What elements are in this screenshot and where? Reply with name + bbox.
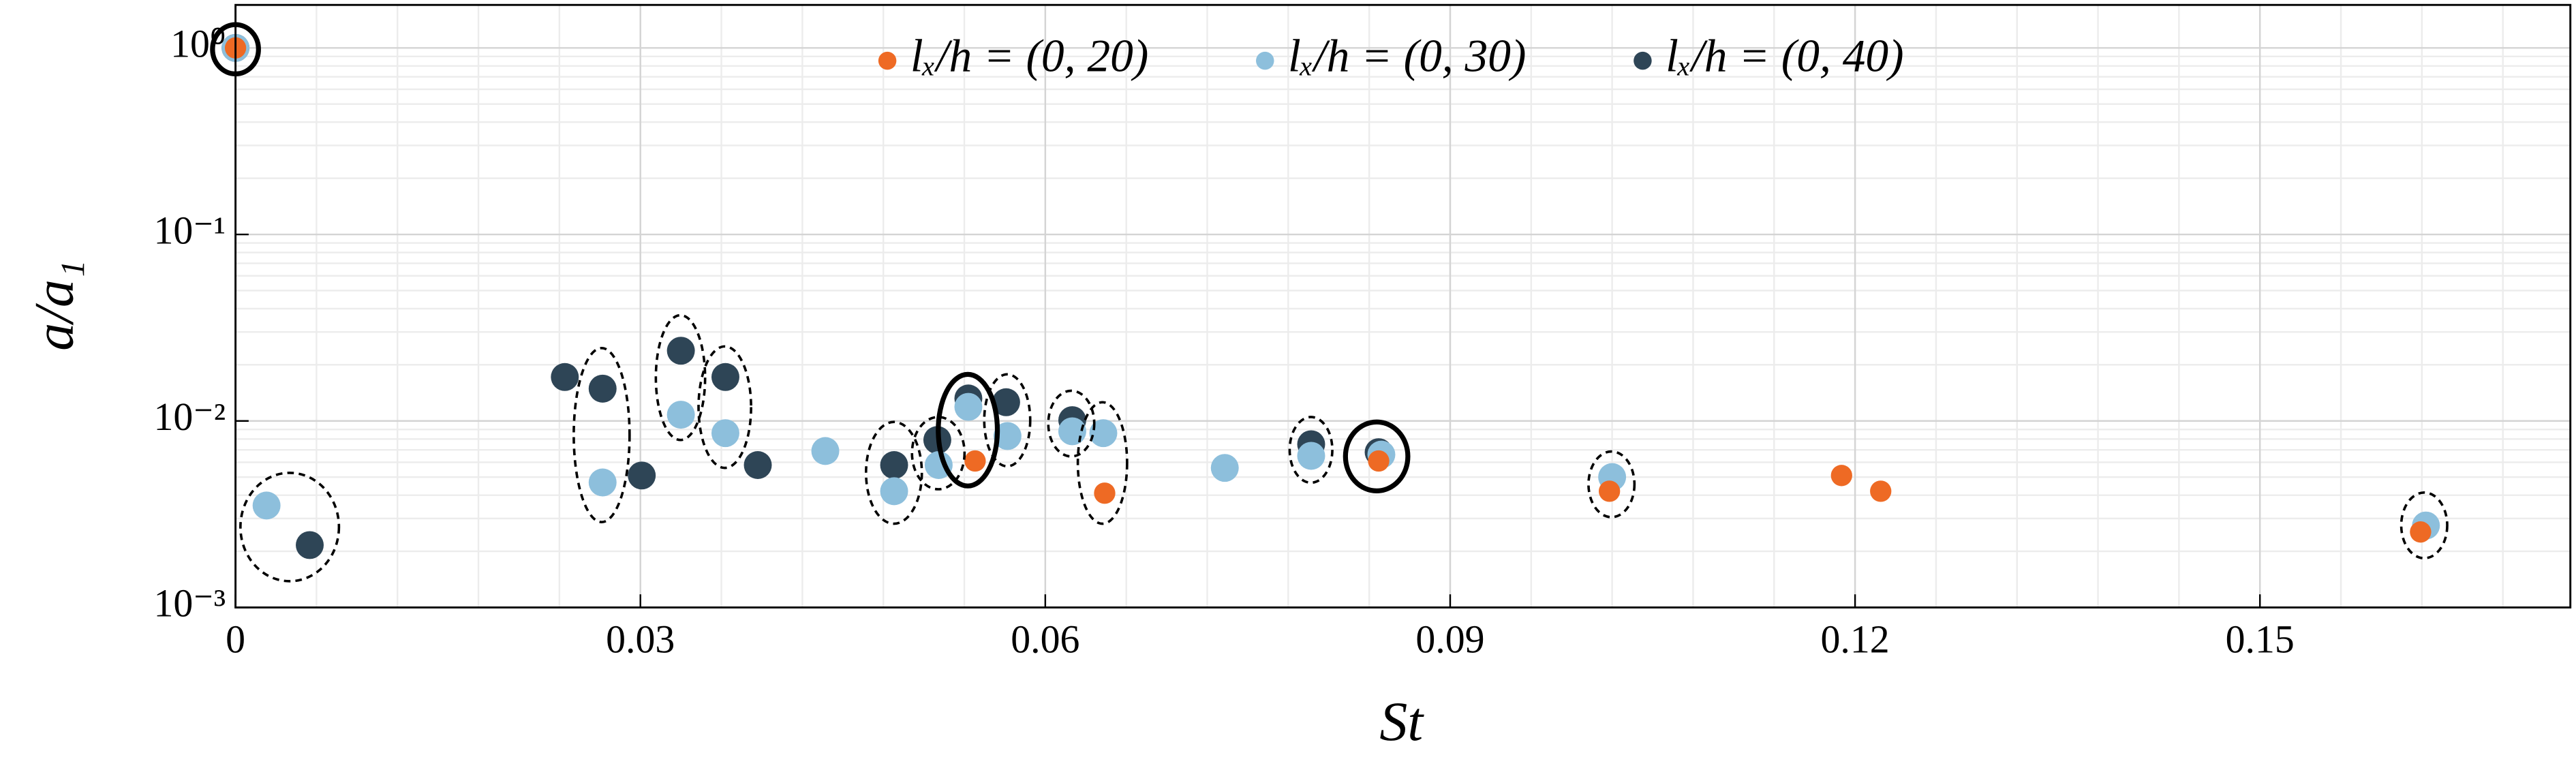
marks: [221, 33, 2440, 559]
legend: lₓ/h = (0, 20) lₓ/h = (0, 30) lₓ/h = (0, 4…: [878, 31, 1904, 82]
group-ellipse: [1288, 416, 1334, 484]
data-point: [1830, 465, 1852, 487]
data-point: [1210, 454, 1239, 482]
legend-marker: [1256, 51, 1274, 70]
legend-label: lₓ/h = (0, 40): [1666, 31, 1903, 82]
y-tick-label: 10⁻³: [153, 581, 226, 626]
x-tick-label: 0.06: [1011, 617, 1079, 662]
group-ellipse: [239, 472, 341, 583]
data-point: [252, 491, 281, 520]
data-point: [1094, 482, 1116, 504]
data-point: [628, 461, 656, 490]
group-ellipse: [654, 313, 707, 442]
grid: [234, 5, 2571, 609]
data-point: [588, 468, 617, 497]
data-point: [1058, 417, 1086, 446]
data-point: [588, 374, 617, 403]
data-point: [1368, 450, 1390, 472]
data-point: [811, 437, 840, 465]
x-axis-label: St: [1379, 690, 1424, 752]
data-point: [992, 388, 1020, 416]
data-point: [954, 392, 983, 421]
group-ellipse: [1076, 401, 1129, 525]
data-point: [551, 363, 579, 391]
group-ellipse: [864, 420, 923, 525]
data-point: [711, 419, 739, 448]
data-point: [1599, 480, 1621, 502]
x-tick-label: 0.12: [1821, 617, 1890, 662]
highlight-ellipse: [1343, 419, 1411, 494]
legend-marker: [878, 51, 897, 70]
group-ellipse: [1587, 450, 1636, 519]
x-tick-label: 0.09: [1415, 617, 1484, 662]
legend-label: lₓ/h = (0, 30): [1288, 31, 1526, 82]
x-tick-label: 0.15: [2226, 617, 2295, 662]
data-point: [880, 477, 908, 506]
y-tick-label: 10⁰: [170, 22, 226, 66]
data-point: [1297, 442, 1325, 470]
group-ellipse: [1047, 389, 1096, 458]
x-tick-label: 0.03: [606, 617, 675, 662]
annotations: [210, 22, 2449, 583]
group-ellipse: [983, 373, 1032, 468]
highlight-ellipse: [936, 371, 1000, 489]
data-point: [993, 422, 1022, 450]
data-point: [964, 450, 986, 472]
y-tick-label: 10⁻¹: [153, 208, 226, 252]
y-tick-label: 10⁻²: [153, 395, 226, 439]
data-point: [1870, 480, 1892, 502]
legend-marker: [1634, 51, 1652, 70]
data-point: [296, 531, 324, 559]
x-tick-label: 0: [226, 617, 245, 662]
data-point: [1089, 419, 1118, 448]
data-point: [2410, 521, 2432, 543]
group-ellipse: [910, 416, 966, 491]
data-point: [880, 451, 908, 479]
group-ellipse: [572, 346, 631, 523]
legend-label: lₓ/h = (0, 20): [910, 31, 1148, 82]
y-axis-label: a/a₁: [23, 260, 85, 351]
data-point: [666, 337, 695, 365]
group-ellipse: [697, 345, 752, 469]
group-ellipse: [2399, 491, 2449, 559]
plot-frame: [234, 3, 2572, 609]
data-point: [743, 451, 772, 479]
data-point: [666, 401, 695, 429]
data-point: [711, 363, 739, 391]
